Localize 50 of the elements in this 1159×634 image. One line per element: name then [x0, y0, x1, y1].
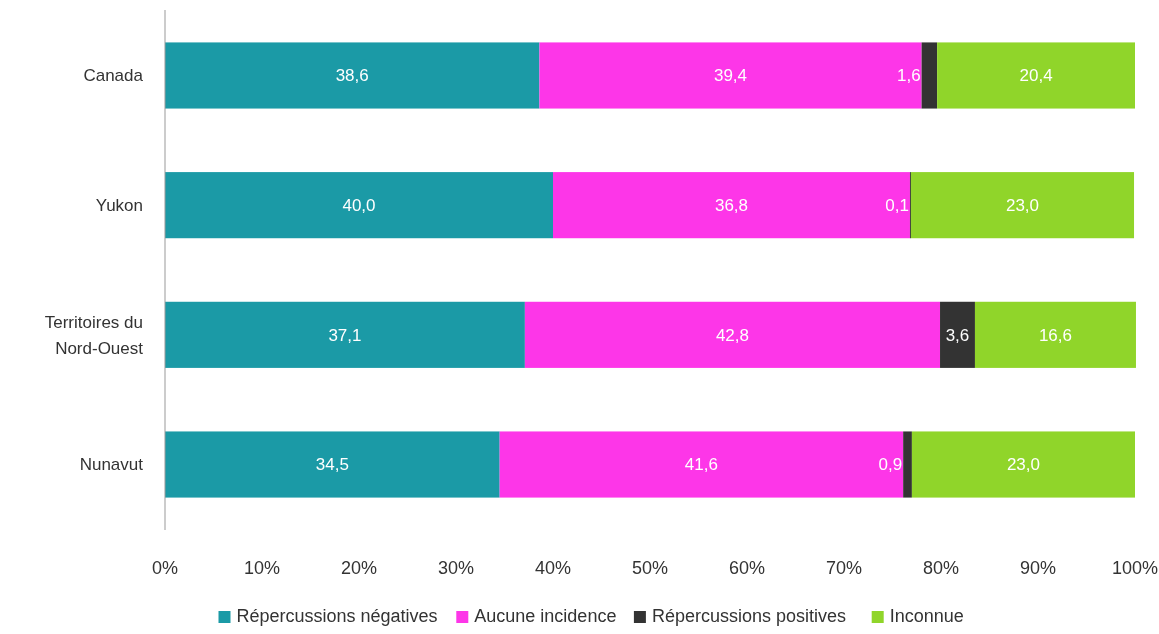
bar [165, 301, 525, 368]
legend-label: Répercussions positives [651, 606, 846, 626]
data-label: 36,8 [714, 196, 749, 216]
data-label: 41,6 [684, 455, 718, 475]
bar [921, 42, 938, 109]
x-tick-label: 100% [1111, 558, 1159, 578]
data-label: 16,6 [1038, 325, 1073, 345]
data-label: 3,6 [945, 325, 970, 345]
bar [937, 42, 1135, 109]
bar [499, 431, 904, 498]
bar [974, 301, 1136, 368]
legend-label: Inconnue [889, 606, 964, 626]
legend-label: Aucune incidence [474, 606, 617, 626]
data-label: 38,6 [335, 66, 369, 86]
bar [165, 172, 553, 239]
data-label: 20,4 [1019, 66, 1053, 86]
data-label: 42,8 [715, 325, 749, 345]
x-tick-label: 40% [534, 558, 572, 578]
y-tick-label: Canada [83, 66, 144, 86]
data-label: 23,0 [1006, 455, 1040, 475]
x-tick-label: 90% [1019, 558, 1057, 578]
y-tick-label: Yukon [95, 196, 143, 216]
legend-label: Répercussions négatives [236, 606, 438, 626]
x-tick-label: 20% [340, 558, 378, 578]
bar [165, 42, 540, 109]
data-label: 1,6 [896, 66, 921, 86]
bar [903, 431, 912, 498]
y-tick-label: Territoires du Nord-Ouest [44, 312, 144, 358]
x-tick-label: 80% [922, 558, 960, 578]
bar [524, 301, 941, 368]
bar [165, 431, 500, 498]
x-tick-label: 30% [437, 558, 475, 578]
x-tick-label: 10% [243, 558, 281, 578]
data-label: 37,1 [328, 325, 362, 345]
data-label: 34,5 [315, 455, 349, 475]
bar [940, 301, 975, 368]
data-label: 23,0 [1005, 196, 1040, 216]
x-tick-label: 70% [825, 558, 863, 578]
data-label: 39,4 [713, 66, 748, 86]
data-label: 40,0 [342, 196, 376, 216]
x-tick-label: 60% [728, 558, 766, 578]
bar [539, 42, 922, 109]
y-tick-label: Nunavut [79, 455, 144, 475]
x-tick-label: 50% [631, 558, 669, 578]
bar [553, 172, 910, 239]
data-label: 0,9 [878, 455, 903, 475]
data-label: 0,1 [885, 196, 909, 216]
bar [910, 172, 1135, 239]
x-tick-label: 0% [151, 558, 179, 578]
bar [911, 431, 1135, 498]
